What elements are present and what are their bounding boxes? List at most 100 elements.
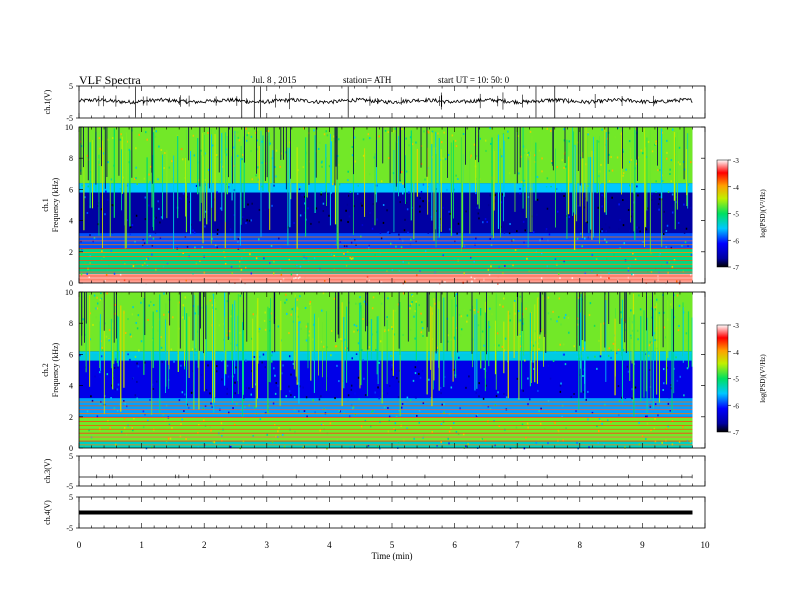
spectrum-cell [283, 445, 286, 448]
spectrum-cell [439, 411, 442, 414]
spectrum-cell [182, 316, 184, 319]
spectrum-cell [80, 240, 82, 243]
spectrum-cell [509, 223, 511, 226]
spectrum-cell [274, 392, 277, 395]
spectrum-cell [601, 205, 603, 208]
spectrum-cell [148, 304, 150, 307]
spectrum-cell [532, 360, 535, 363]
spectrum-cell [337, 307, 340, 310]
spectrum-cell [657, 169, 659, 172]
spectrum-cell [247, 132, 250, 135]
spectrum-cell [256, 148, 258, 151]
spectrum-cell [388, 415, 391, 418]
spectrum-cell [436, 346, 439, 349]
spectrum-cell [342, 380, 344, 383]
spectrum-cell [437, 132, 439, 135]
spectrum-cell [136, 362, 138, 365]
spectrum-cell [585, 398, 587, 401]
spectrum-cell [314, 411, 316, 414]
spectrum-cell [555, 187, 558, 190]
spectrum-cell [300, 327, 302, 330]
spectrum-cell [368, 321, 370, 324]
spectrum-cell [427, 231, 429, 234]
spectrum-cell [565, 427, 567, 430]
spectrum-cell [453, 368, 455, 371]
spectrum-cell [689, 274, 692, 277]
spectrum-cell [138, 133, 140, 136]
spectrum-cell [391, 269, 394, 272]
spectrum-cell [398, 233, 400, 236]
spectrum-cell [118, 281, 120, 284]
spectrum-cell [349, 256, 351, 259]
spectrum-cell [315, 207, 318, 210]
spectrum-cell [348, 415, 351, 418]
spectrum-cell [638, 421, 640, 424]
spectrum-cell [406, 208, 409, 211]
spectrum-cell [396, 377, 398, 380]
spectrum-cell [418, 372, 420, 375]
spectrum-cell [204, 424, 207, 427]
spectrum-cell [101, 349, 104, 352]
spectrum-cell [422, 436, 424, 439]
spectrum-cell [596, 367, 598, 370]
spectrum-cell [488, 273, 491, 276]
spectrum-cell [343, 338, 346, 341]
spectrum-cell [458, 356, 460, 359]
spectrum-cell [380, 180, 383, 183]
spectrum-cell [351, 145, 354, 148]
spectrum-cell [409, 154, 412, 157]
spectrum-cell [599, 181, 601, 184]
spectrum-cell [376, 444, 379, 447]
spectrum-cell [200, 149, 202, 152]
spectrum-cell [497, 391, 499, 394]
spectrum-cell [378, 397, 380, 400]
spectrum-cell [470, 275, 473, 278]
spectrum-cell [431, 130, 434, 133]
spectrum-cell [635, 162, 638, 165]
spectrum-cell [670, 384, 672, 387]
spectrum-cell [527, 403, 529, 406]
spectrum-cell [492, 183, 494, 186]
spectrum-cell [84, 333, 87, 336]
spectrum-cell [181, 158, 184, 161]
spectrum-cell [282, 433, 284, 436]
spectrum-cell [647, 351, 649, 354]
spectrum-cell [226, 364, 229, 367]
spectrum-cell [557, 315, 560, 318]
spectrum-cell [236, 131, 239, 134]
spectrum-cell [149, 398, 151, 401]
spectrum-cell [317, 147, 320, 150]
spectrum-cell [111, 231, 114, 234]
spectrum-cell [250, 135, 253, 138]
spectrum-cell [211, 304, 214, 307]
spectrum-cell [124, 331, 127, 334]
spectrum-cell [658, 208, 660, 211]
spectrum-cell [178, 399, 181, 402]
spectrum-cell [302, 166, 305, 169]
spectrum-cell [610, 356, 612, 359]
spectrum-cell [335, 345, 338, 348]
spectrum-cell [406, 427, 408, 430]
spectrum-cell [108, 264, 110, 267]
spectrum-cell [277, 325, 280, 328]
spectrum-cell [617, 127, 619, 130]
spectrum-cell [364, 419, 367, 422]
spectrum-cell [668, 396, 670, 399]
spectrum-cell [428, 199, 430, 202]
spectrum-cell [446, 188, 448, 191]
spectrum-cell [630, 337, 633, 340]
spectrum-cell [575, 201, 577, 204]
spectrum-cell [101, 250, 103, 253]
spectrum-cell [587, 356, 589, 359]
spectrum-cell [395, 141, 398, 144]
spectrum-cell [296, 273, 298, 276]
spectrum-cell [473, 278, 476, 281]
spectrum-cell [578, 297, 580, 300]
spectrum-cell [328, 165, 331, 168]
spectrum-cell [225, 182, 227, 185]
spectrum-cell [237, 136, 240, 139]
spectrum-cell [84, 262, 86, 265]
spectrum-cell [349, 446, 352, 449]
spectrum-cell [245, 387, 248, 390]
spectrum-cell [178, 253, 180, 256]
